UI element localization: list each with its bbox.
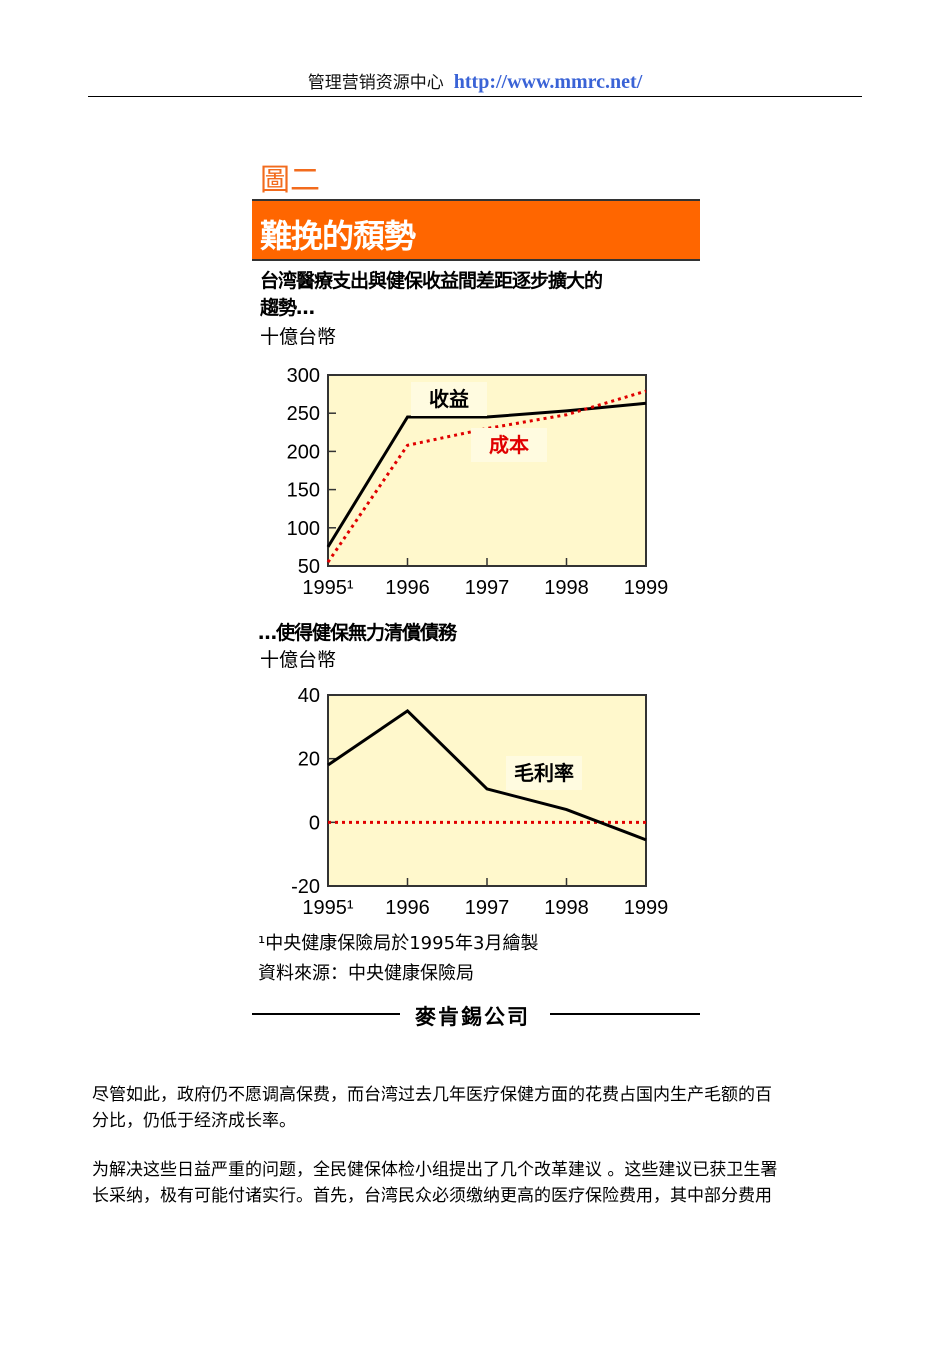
figure-banner: 難挽的頹勢 — [252, 199, 700, 261]
chart2-margin: -20 0 20 40 1995¹ 1996 1997 1998 1999 毛利率 — [291, 685, 669, 919]
y-tick-label: 200 — [287, 441, 320, 463]
chart2-unit-label: 十億台幣 — [260, 649, 337, 671]
x-tick-label: 1999 — [624, 577, 669, 599]
y-tick-label: 50 — [298, 556, 320, 578]
chart2-title: …使得健保無力清償債務 — [258, 622, 457, 644]
paragraph-1-line1: 尽管如此，政府仍不愿调高保费，而台湾过去几年医疗保健方面的花费占国内生产毛额的百 — [92, 1085, 772, 1105]
x-tick-label: 1997 — [465, 897, 510, 919]
x-tick-label: 1996 — [385, 577, 430, 599]
chart1-title-line2: 趨勢… — [260, 297, 315, 319]
x-tick-label: 1996 — [385, 897, 430, 919]
chart1-title: 台湾醫療支出與健保收益間差距逐步擴大的 趨勢… — [260, 268, 700, 322]
figure-label: 圖二 — [260, 163, 320, 198]
divider-left — [252, 1013, 400, 1015]
org-name: 管理营销资源中心 — [307, 73, 444, 93]
x-tick-label: 1995¹ — [302, 897, 353, 919]
site-url-link[interactable]: http://www.mmrc.net/ — [453, 71, 643, 93]
chart1-unit-label: 十億台幣 — [260, 326, 337, 348]
chart1-title-line1: 台湾醫療支出與健保收益間差距逐步擴大的 — [260, 270, 603, 292]
paragraph-2-line1: 为解决这些日益严重的问题，全民健保体检小组提出了几个改革建议 。这些建议已获卫生… — [92, 1160, 778, 1180]
x-tick-label: 1998 — [544, 577, 589, 599]
figure-notes: ¹中央健康保險局於1995年3月繪製 資料來源：中央健康保險局 — [258, 929, 538, 989]
footnote: ¹中央健康保險局於1995年3月繪製 — [258, 933, 539, 954]
x-tick-label: 1995¹ — [302, 577, 353, 599]
y-tick-label: 150 — [287, 480, 320, 502]
divider-right — [550, 1013, 700, 1015]
x-tick-label: 1997 — [465, 577, 510, 599]
paragraph-2: 为解决这些日益严重的问题，全民健保体检小组提出了几个改革建议 。这些建议已获卫生… — [92, 1157, 862, 1209]
x-tick-label: 1998 — [544, 897, 589, 919]
y-tick-label: 300 — [287, 365, 320, 387]
banner-title: 難挽的頹勢 — [260, 217, 416, 255]
paragraph-1: 尽管如此，政府仍不愿调高保费，而台湾过去几年医疗保健方面的花费占国内生产毛额的百… — [92, 1082, 862, 1134]
series-label: 收益 — [429, 387, 469, 411]
x-tick-label: 1999 — [624, 897, 669, 919]
paragraph-1-line2: 分比，仍低于经济成长率。 — [92, 1111, 296, 1131]
mckinsey-logo: 麥肯錫公司 — [415, 1004, 530, 1029]
logo-row: 麥肯錫公司 — [252, 1000, 700, 1030]
plot-area — [327, 694, 647, 887]
paragraph-2-line2: 长采纳，极有可能付诸实行。首先，台湾民众必须缴纳更高的医疗保险费用，其中部分费用 — [92, 1186, 772, 1206]
series-line — [327, 708, 647, 842]
y-tick-label: 250 — [287, 403, 320, 425]
y-tick-label: 40 — [298, 685, 320, 707]
series-label: 成本 — [489, 433, 529, 457]
series-line — [326, 389, 647, 564]
chart1-revenue-vs-cost: 50 100 150 200 250 300 1995¹ 1996 1997 1998 1999 收… — [287, 365, 669, 599]
y-tick-label: -20 — [291, 876, 320, 898]
y-tick-label: 20 — [298, 749, 320, 771]
series-label: 毛利率 — [514, 761, 574, 785]
source-note: 資料來源：中央健康保險局 — [258, 963, 474, 984]
page-header: 管理营销资源中心 http://www.mmrc.net/ — [88, 68, 862, 97]
y-tick-label: 0 — [309, 812, 320, 834]
y-tick-label: 100 — [287, 518, 320, 540]
